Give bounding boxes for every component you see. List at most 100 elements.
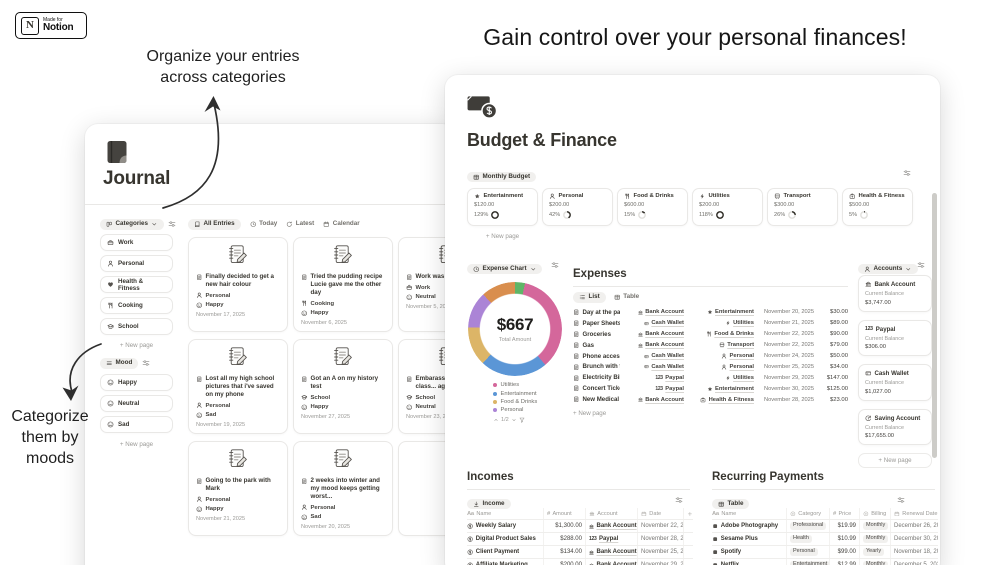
recurring-row[interactable]: Netflix Entertainment $12.99 Monthly Decembe… [712,559,938,565]
journal-entry-category: Personal [196,496,280,503]
sidebar-category-personal[interactable]: Personal [100,255,173,272]
income-row[interactable]: Client Payment $134.00 Bank Account Novembe… [467,546,693,559]
expense-row[interactable]: Day at the parkBank AccountEntertainment… [573,307,848,318]
doc-icon [301,376,308,383]
account-card-bank-account[interactable]: Bank Account Current Balance $3,747.00 [858,275,932,312]
expense-date: November 22, 2025 [764,342,814,349]
cap-icon [406,394,413,401]
star-icon [707,386,713,392]
monthly-budget-select[interactable]: Monthly Budget [467,171,537,182]
income-row[interactable]: Digital Product Sales $288.00 123 Paypal Nov… [467,533,693,546]
legend-dot [493,399,497,404]
doc-icon [301,478,308,485]
neutral-icon [406,294,413,301]
recurring-row[interactable]: Spotify Personal $99.00 Yearly November 18, … [712,546,938,559]
sad-icon [196,412,203,419]
expense-row[interactable]: Electricity Bill 123 Paypal Utilities Novemb… [573,372,848,383]
sidebar-mood-sad[interactable]: Sad [100,416,173,433]
account-card-paypal[interactable]: 123 Paypal Current Balance $306.00 [858,319,932,356]
account-card-saving-account[interactable]: Saving Account Current Balance $17,655.00 [858,408,932,445]
journal-entry-title: Tried the pudding recipe Lucie gave me t… [301,273,385,297]
journal-entry-card[interactable]: Finally decided to get a new hair colour… [188,237,288,332]
budget-card-personal[interactable]: Personal $200.00 42% [542,188,613,226]
expense-row[interactable]: Paper Sheets Cash Wallet Utilities November… [573,318,848,329]
journal-tab-today[interactable]: Today [250,220,277,228]
income-date: November 22, 2025 [637,520,683,532]
recurring-name: Sesame Plus [712,533,786,545]
income-add-column[interactable] [683,508,693,519]
journal-entry-card[interactable]: Got an A on my history test School Happy No… [293,339,393,434]
income-row[interactable]: Affiliate Marketing $200.00 Bank Account No… [467,559,693,565]
recurring-column-header: Aa Name [712,510,737,517]
income-row[interactable]: Weekly Salary $1,300.00 Bank Account Novemb… [467,520,693,533]
doc-icon [573,320,580,327]
journal-entry-card[interactable]: Going to the park with Mark Personal Happy… [188,441,288,536]
sidebar-mood-neutral[interactable]: Neutral [100,395,173,412]
budget-card-food-drinks[interactable]: Food & Drinks $600.00 15% [617,188,688,226]
income-account: 123 Paypal [585,533,637,545]
journal-categories-new-page[interactable]: + New page [119,342,154,349]
accounts-new-page[interactable]: + New page [858,453,932,468]
income-account: Bank Account [585,546,637,558]
journal-entry-card[interactable]: Tried the pudding recipe Lucie gave me t… [293,237,393,332]
budget-card-utilities[interactable]: Utilities $200.00 118% [692,188,763,226]
mood-label: Neutral [118,400,140,407]
budget-card-entertainment[interactable]: Entertainment $120.00 129% [467,188,538,226]
expense-category: Entertainment [684,309,754,315]
income-tab[interactable]: Income [467,498,511,509]
cap-icon [301,394,308,401]
text-aa-icon: Aa [467,510,474,517]
legend-item: Utilities [493,381,537,389]
recurring-table-tab[interactable]: Table [712,498,750,509]
accounts-select[interactable]: Accounts [858,263,918,274]
expense-row[interactable]: Groceries Bank Account Food & Drinks Novemb… [573,329,848,340]
expense-account: Bank Account [620,309,684,315]
budget-card-transport[interactable]: Transport $300.00 26% [767,188,838,226]
category-label: Personal [118,260,145,267]
recurring-name: Netflix [712,559,786,565]
budget-progress-ring [491,210,500,219]
account-card-cash-wallet[interactable]: Cash Wallet Current Balance $1,027.00 [858,364,932,401]
sidebar-category-school[interactable]: School [100,318,173,335]
recurring-row[interactable]: Sesame Plus Health $10.99 Monthly December 3… [712,533,938,546]
expenses-tab-table[interactable]: Table [614,293,639,301]
legend-pagination[interactable]: 1/2 [493,417,525,423]
categories-select-label: Categories [115,220,149,228]
expenses-new-page[interactable]: + New page [573,410,607,417]
budget-card-health-fitness[interactable]: Health & Fitness $500.00 5% [842,188,913,226]
recurring-row[interactable]: Adobe Photography Professional $19.99 Month… [712,520,938,533]
sidebar-category-work[interactable]: Work [100,234,173,251]
recurring-column-header: Billing [859,508,890,519]
expense-account: Cash Wallet [620,353,684,359]
journal-entry-card[interactable]: 2 weeks into winter and my mood keeps ge… [293,441,393,536]
person-icon [721,364,727,370]
sidebar-category-health-fitness[interactable]: Health & Fitness [100,276,173,293]
coin-icon [467,549,473,555]
finance-scrollbar[interactable] [932,193,937,458]
budget-new-page[interactable]: + New page [485,233,520,240]
journal-tab-calendar[interactable]: Calendar [323,220,360,228]
journal-tab-all-entries[interactable]: All Entries [188,219,241,230]
sidebar-category-cooking[interactable]: Cooking [100,297,173,314]
expense-chart-select[interactable]: Expense Chart [467,263,543,274]
income-name: Affiliate Marketing [467,559,543,565]
sidebar-mood-happy[interactable]: Happy [100,374,173,391]
journal-entry-card[interactable]: Lost all my high school pictures that i'… [188,339,288,434]
expense-account: Bank Account [620,342,684,348]
mood-select[interactable]: Mood [100,358,139,369]
tab-label: Latest [295,220,315,228]
journal-tab-latest[interactable]: Latest [286,220,315,228]
recurring-name: Adobe Photography [712,520,786,532]
expense-name: Paper Sheets [573,320,620,327]
caret-up-icon [493,417,499,423]
expense-row[interactable]: Gas Bank Account Transport November 22, 202… [573,340,848,351]
categories-select[interactable]: Categories [100,219,164,230]
expenses-tab-list[interactable]: List [573,292,606,303]
select-icon [790,511,796,517]
journal-moods-new-page[interactable]: + New page [119,441,154,448]
category-label: Work [118,239,134,246]
